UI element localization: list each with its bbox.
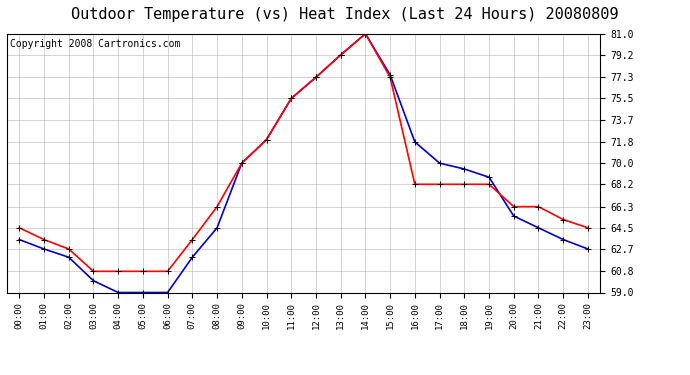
Text: Outdoor Temperature (vs) Heat Index (Last 24 Hours) 20080809: Outdoor Temperature (vs) Heat Index (Las… — [71, 8, 619, 22]
Text: Copyright 2008 Cartronics.com: Copyright 2008 Cartronics.com — [10, 39, 180, 49]
